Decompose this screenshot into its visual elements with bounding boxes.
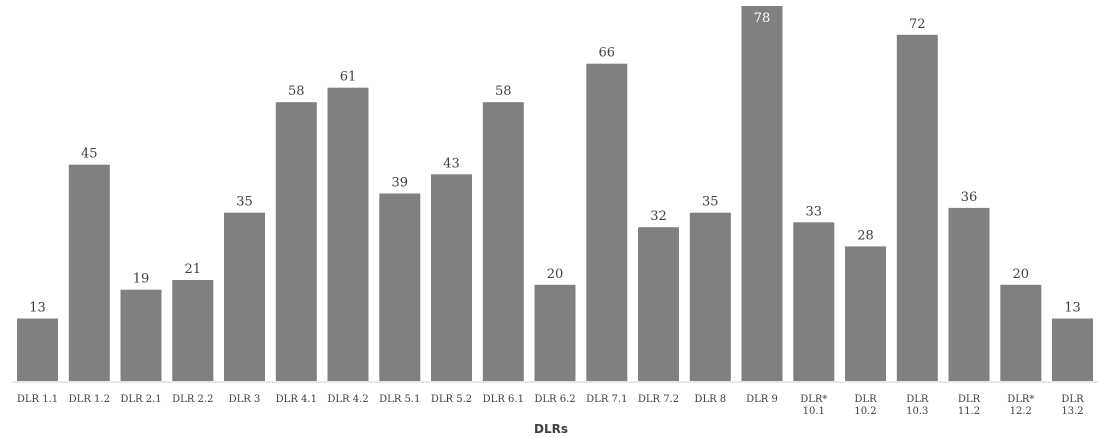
- data-label-8: 39: [392, 176, 409, 191]
- x-tick-label-line: DLR: [906, 394, 929, 405]
- data-label-17: 28: [857, 228, 874, 243]
- x-axis-title: DLRs: [534, 422, 568, 436]
- x-tick-label-18: DLR 10.3: [906, 394, 929, 417]
- x-tick-label-line: DLR 5.2: [431, 394, 472, 405]
- x-tick-label-line: 10.1: [803, 406, 825, 417]
- data-label-5: 35: [236, 195, 253, 210]
- bar-5: [224, 212, 265, 381]
- x-tick-label-12: DLR 7.1: [586, 394, 627, 405]
- x-tick-label-7: DLR 4.2: [327, 394, 368, 405]
- x-tick-label-2: DLR 1.2: [69, 394, 110, 405]
- data-label-21: 13: [1064, 301, 1081, 316]
- x-tick-label-line: DLR 6.2: [534, 394, 575, 405]
- bar-21: [1052, 318, 1093, 381]
- bar-11: [534, 284, 576, 381]
- x-tick-label-9: DLR 5.2: [431, 394, 472, 405]
- x-tick-label-1: DLR 1.1: [17, 394, 58, 405]
- x-tick-label-20: DLR* 12.2: [1007, 394, 1034, 417]
- x-tick-label-5: DLR 3: [229, 394, 261, 405]
- data-label-4: 21: [185, 262, 202, 277]
- x-tick-label-line: DLR*: [800, 394, 827, 405]
- x-tick-label-line: DLR 6.1: [483, 394, 524, 405]
- bar-17: [845, 246, 886, 381]
- x-tick-label-line: DLR 2.2: [172, 394, 213, 405]
- data-label-10: 58: [495, 84, 512, 99]
- x-tick-label-8: DLR 5.1: [379, 394, 420, 405]
- bar-12: [586, 63, 628, 381]
- bar-14: [689, 212, 731, 381]
- data-label-20: 20: [1013, 267, 1030, 282]
- x-tick-label-3: DLR 2.1: [120, 394, 161, 405]
- bars-group: [17, 6, 1093, 382]
- data-label-3: 19: [133, 272, 150, 287]
- x-tick-label-line: DLR 1.1: [17, 394, 58, 405]
- x-tick-label-line: DLR 1.2: [69, 394, 110, 405]
- data-label-9: 43: [443, 156, 460, 171]
- bar-1: [17, 318, 58, 381]
- bar-10: [482, 102, 524, 381]
- data-label-14: 35: [702, 195, 719, 210]
- x-tick-label-line: DLR 7.2: [638, 394, 679, 405]
- x-tick-label-line: DLR*: [1007, 394, 1034, 405]
- data-label-13: 32: [650, 209, 667, 224]
- data-label-7: 61: [340, 70, 357, 85]
- x-tick-label-line: DLR 5.1: [379, 394, 420, 405]
- bar-16: [793, 222, 835, 381]
- bar-6: [275, 102, 317, 381]
- x-tick-labels-group: DLR 1.1 DLR 1.2 DLR 2.1 DLR 2.2 DLR 3 DLR 4.1…: [17, 394, 1084, 417]
- x-tick-label-4: DLR 2.2: [172, 394, 213, 405]
- bar-20: [1000, 284, 1042, 381]
- x-tick-label-line: 10.3: [906, 406, 928, 417]
- x-tick-label-line: DLR 7.1: [586, 394, 627, 405]
- data-label-19: 36: [961, 190, 978, 205]
- x-tick-label-line: 12.2: [1010, 406, 1032, 417]
- x-tick-label-6: DLR 4.1: [276, 394, 317, 405]
- bar-8: [379, 193, 421, 381]
- x-tick-label-line: 13.2: [1061, 406, 1083, 417]
- x-tick-label-line: DLR: [1061, 394, 1084, 405]
- data-label-6: 58: [288, 84, 305, 99]
- x-tick-label-line: DLR 3: [229, 394, 261, 405]
- x-tick-label-line: DLR 8: [694, 394, 726, 405]
- x-tick-label-15: DLR 9: [746, 394, 778, 405]
- data-label-12: 66: [599, 46, 616, 61]
- x-tick-label-14: DLR 8: [694, 394, 726, 405]
- x-tick-label-line: DLR: [854, 394, 877, 405]
- bar-13: [638, 227, 679, 381]
- x-tick-label-line: 11.2: [958, 406, 980, 417]
- x-tick-label-21: DLR 13.2: [1061, 394, 1084, 417]
- data-label-16: 33: [806, 204, 823, 219]
- x-tick-label-13: DLR 7.2: [638, 394, 679, 405]
- bar-9: [431, 174, 472, 381]
- bar-7: [327, 87, 369, 381]
- data-labels-group: 13 45 19 21 35 58 61 39 43 58 20 66 32 35 78 33 28 72 36 20…: [29, 11, 1081, 316]
- bar-15: [741, 6, 783, 381]
- bar-19: [948, 207, 990, 381]
- x-tick-label-line: DLR 9: [746, 394, 778, 405]
- x-tick-label-line: DLR 2.1: [120, 394, 161, 405]
- x-tick-label-10: DLR 6.1: [483, 394, 524, 405]
- bar-18: [896, 34, 938, 382]
- x-tick-label-19: DLR 11.2: [958, 394, 981, 417]
- data-label-18: 72: [909, 17, 926, 32]
- data-label-11: 20: [547, 267, 564, 282]
- bar-4: [172, 280, 214, 381]
- data-label-2: 45: [81, 147, 98, 162]
- bar-2: [68, 164, 110, 381]
- data-label-1: 13: [29, 301, 46, 316]
- bar-3: [120, 289, 162, 381]
- x-tick-label-line: 10.2: [854, 406, 876, 417]
- x-tick-label-11: DLR 6.2: [534, 394, 575, 405]
- x-tick-label-line: DLR 4.1: [276, 394, 317, 405]
- x-tick-label-17: DLR 10.2: [854, 394, 877, 417]
- data-label-15: 78: [754, 11, 771, 26]
- x-tick-label-line: DLR 4.2: [327, 394, 368, 405]
- x-tick-label-16: DLR* 10.1: [800, 394, 827, 417]
- x-tick-label-line: DLR: [958, 394, 981, 405]
